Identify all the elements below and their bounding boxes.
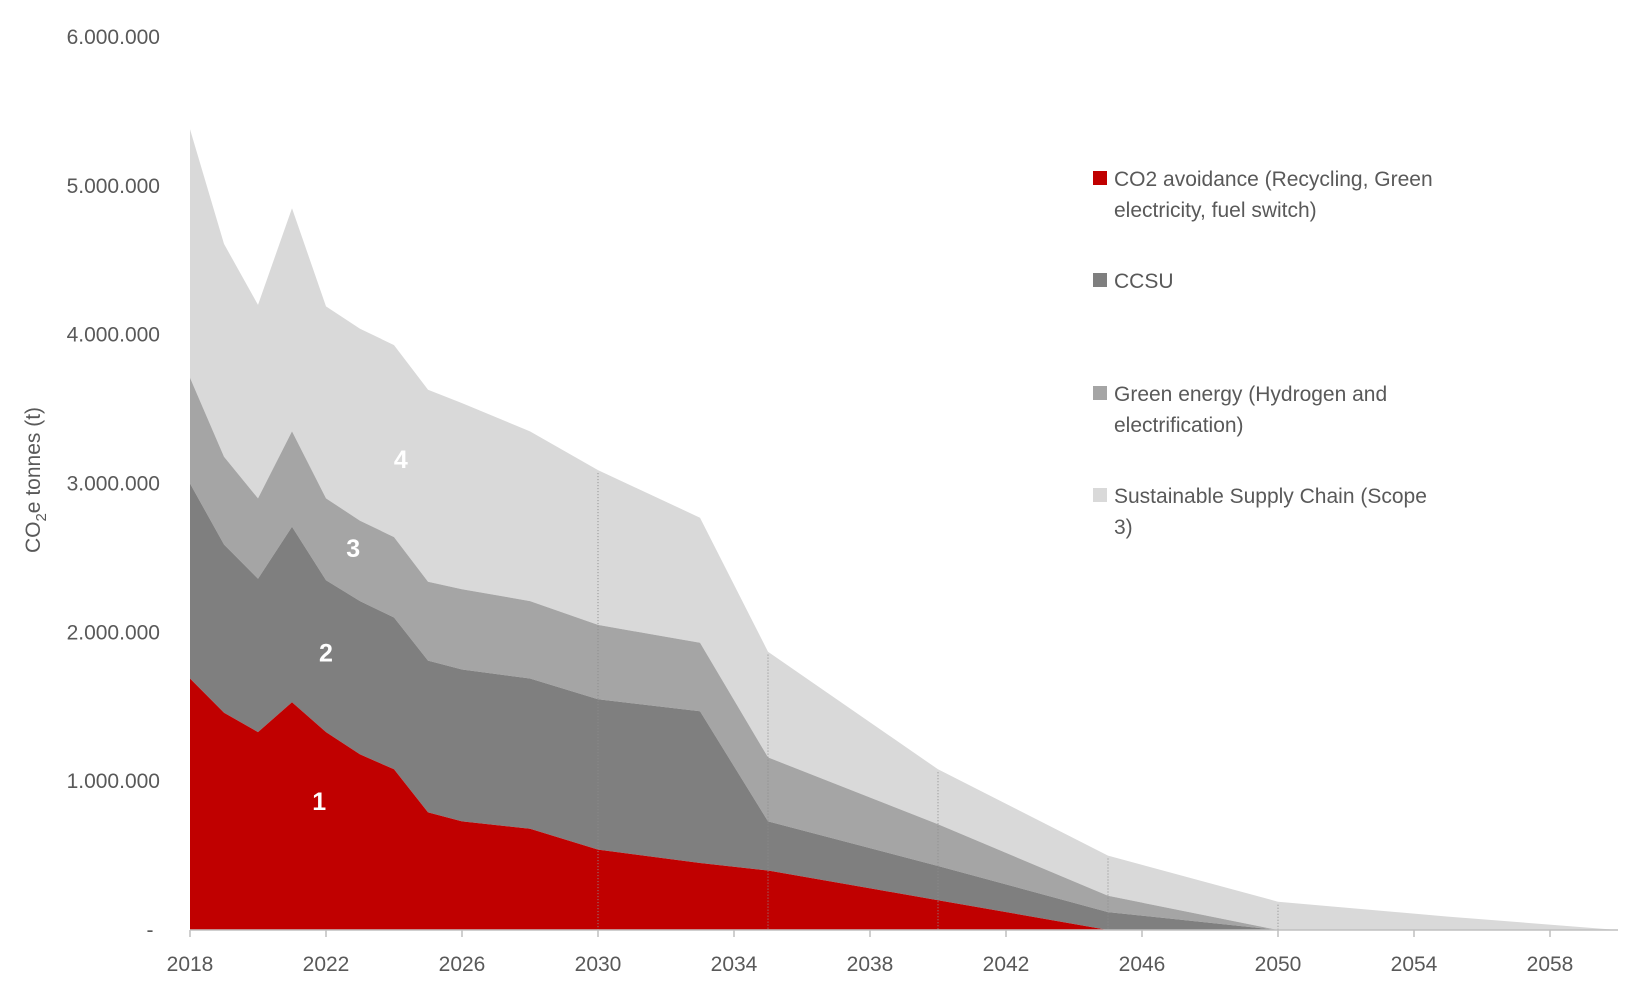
y-tick-label-0: - (147, 919, 154, 942)
x-tick-label-2050: 2050 (1255, 953, 1302, 976)
area-series-1 (190, 678, 1618, 930)
y-axis-ticks: - 1.000.000 2.000.000 3.000.000 4.000.000 5.0… (67, 26, 160, 942)
legend-swatch-4 (1093, 488, 1107, 502)
legend-swatch-1 (1093, 171, 1107, 185)
legend-label-4: Sustainable Supply Chain (Scope 3) (1114, 485, 1427, 539)
legend-label-2: CCSU (1114, 270, 1174, 293)
legend: CO2 avoidance (Recycling, Green electrici… (1093, 168, 1433, 539)
x-tick-label-2042: 2042 (983, 953, 1030, 976)
vertical-markers (597, 473, 1279, 930)
x-tick-label-2038: 2038 (847, 953, 894, 976)
legend-label-1: CO2 avoidance (Recycling, Green electrici… (1114, 168, 1433, 222)
x-axis-ticks: 2018 2022 2026 2030 2034 2038 2042 2046 2050 2054… (167, 930, 1574, 976)
area-label-2: 2 (319, 639, 333, 667)
x-tick-label-2026: 2026 (439, 953, 486, 976)
y-tick-label-1000000: 1.000.000 (67, 770, 160, 793)
x-tick-label-2034: 2034 (711, 953, 758, 976)
y-axis-title-pre: CO (22, 522, 45, 554)
x-tick-label-2054: 2054 (1391, 953, 1438, 976)
area-label-3: 3 (346, 535, 360, 563)
area-series-3 (190, 377, 1618, 930)
y-tick-label-5000000: 5.000.000 (67, 175, 160, 198)
area-number-labels: 1 2 3 4 (312, 446, 408, 816)
x-tick-label-2046: 2046 (1119, 953, 1166, 976)
y-axis-title: CO2e tonnes (t) (22, 407, 50, 553)
x-tick-label-2058: 2058 (1527, 953, 1574, 976)
area-series-4 (190, 129, 1618, 931)
area-label-1: 1 (312, 788, 326, 816)
y-tick-label-2000000: 2.000.000 (67, 621, 160, 644)
x-tick-label-2018: 2018 (167, 953, 214, 976)
area-series-2 (190, 483, 1618, 930)
area-label-4: 4 (394, 446, 408, 474)
y-tick-label-6000000: 6.000.000 (67, 26, 160, 49)
x-tick-label-2022: 2022 (303, 953, 350, 976)
legend-swatch-3 (1093, 386, 1107, 400)
stacked-areas (190, 129, 1618, 931)
y-axis-title-post: e tonnes (t) (22, 407, 45, 513)
x-tick-label-2030: 2030 (575, 953, 622, 976)
y-axis-title-sub: 2 (33, 513, 50, 521)
y-tick-label-4000000: 4.000.000 (67, 324, 160, 347)
y-tick-label-3000000: 3.000.000 (67, 473, 160, 496)
legend-swatch-2 (1093, 273, 1107, 287)
legend-label-3: Green energy (Hydrogen and electrificatio… (1114, 383, 1387, 437)
